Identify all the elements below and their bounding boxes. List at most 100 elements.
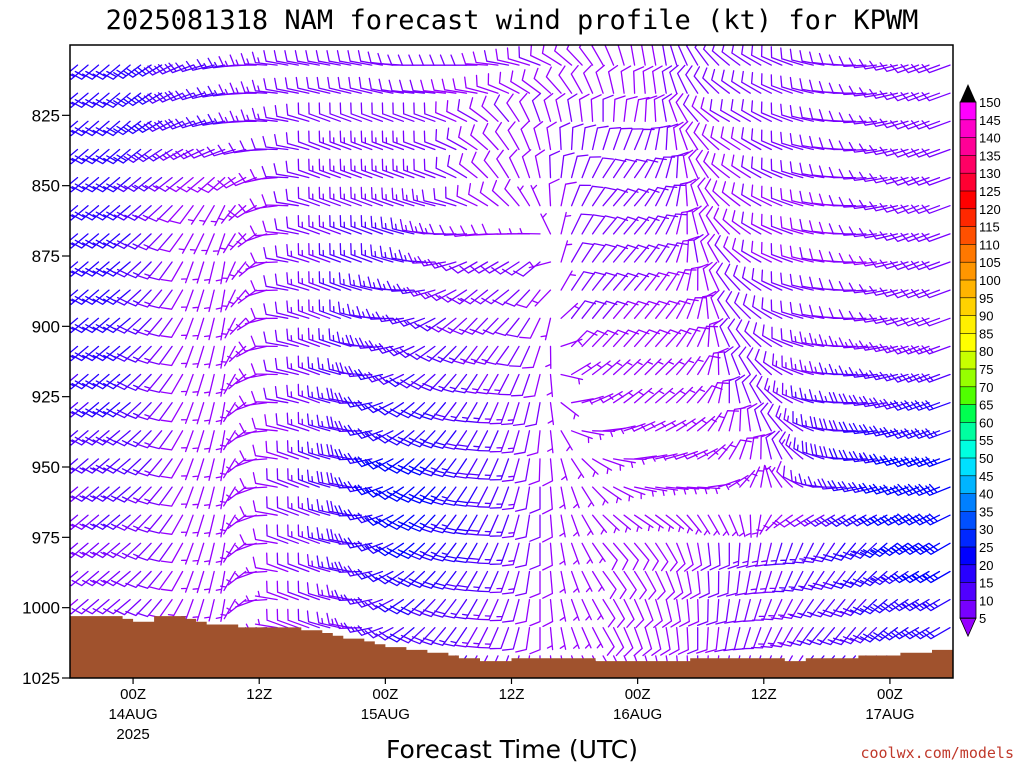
- wind-barb: [276, 524, 299, 544]
- wind-barb: [203, 289, 215, 313]
- wind-barb: [70, 261, 89, 277]
- wind-barb: [297, 214, 320, 235]
- wind-barb: [82, 120, 110, 137]
- wind-barb: [828, 307, 857, 319]
- wind-barb: [828, 223, 857, 235]
- wind-barb: [420, 486, 447, 505]
- wind-barb: [765, 430, 776, 460]
- wind-barb: [489, 514, 510, 537]
- wind-barb: [386, 486, 415, 502]
- wind-barb: [542, 514, 553, 543]
- wind-barb: [733, 264, 751, 291]
- wind-barb: [828, 392, 857, 404]
- wind-barb: [709, 99, 730, 122]
- wind-barb: [92, 317, 121, 334]
- wind-barb: [507, 121, 520, 151]
- wind-barb: [466, 458, 489, 480]
- wind-barb: [570, 514, 580, 537]
- wind-barb: [530, 184, 541, 207]
- wind-barb: [477, 542, 499, 565]
- wind-barb: [417, 317, 447, 332]
- wind-barb: [458, 125, 478, 151]
- wind-barb: [251, 417, 278, 432]
- wind-barb: [307, 327, 331, 348]
- wind-barb: [900, 345, 930, 355]
- wind-barb: [543, 92, 554, 122]
- wind-barb: [723, 236, 741, 263]
- wind-barb: [838, 55, 867, 67]
- wind-barb: [570, 486, 580, 509]
- wind-barb: [828, 110, 857, 122]
- wind-barb: [297, 102, 320, 122]
- wind-barb: [252, 472, 278, 488]
- wind-barb: [494, 121, 510, 151]
- wind-barb: [789, 329, 814, 348]
- wind-barb: [581, 514, 594, 536]
- wind-barb: [655, 214, 679, 235]
- wind-barb: [801, 440, 825, 460]
- wind-barb: [388, 79, 415, 94]
- wind-barb: [354, 337, 384, 349]
- wind-barb: [70, 598, 89, 615]
- wind-barb: [514, 458, 531, 484]
- wind-barb: [679, 120, 689, 151]
- wind-barb: [760, 185, 783, 207]
- wind-barb: [454, 570, 478, 592]
- wind-barb: [760, 129, 783, 151]
- wind-barb: [686, 45, 699, 66]
- wind-barb: [762, 570, 783, 593]
- wind-barb: [644, 215, 670, 235]
- wind-barb: [644, 420, 667, 432]
- wind-barb: [501, 458, 520, 482]
- wind-barb: [698, 570, 710, 599]
- wind-barb: [464, 76, 489, 94]
- wind-barb: [82, 570, 110, 587]
- wind-barb: [921, 428, 951, 439]
- wind-barb: [215, 345, 226, 369]
- wind-barb: [306, 469, 331, 488]
- wind-barb: [661, 93, 673, 122]
- wind-barb: [263, 275, 289, 291]
- wind-barb: [921, 92, 951, 102]
- wind-barb: [780, 272, 804, 291]
- credit-text[interactable]: coolwx.com/models: [860, 744, 1014, 762]
- wind-barb: [514, 542, 531, 569]
- wind-barb: [640, 45, 646, 66]
- wind-barb: [697, 514, 711, 536]
- wind-barb: [751, 627, 772, 649]
- wind-barb: [437, 261, 468, 272]
- colorbar-swatch: [960, 582, 976, 601]
- wind-barb: [306, 441, 331, 460]
- wind-barb: [82, 430, 110, 446]
- wind-barb: [70, 120, 89, 137]
- wind-barb: [879, 315, 909, 326]
- wind-barb: [71, 514, 100, 530]
- colorbar-swatch: [960, 333, 976, 352]
- wind-barb: [448, 261, 478, 274]
- wind-barb: [744, 320, 762, 348]
- x-tick-label: 00Z: [120, 686, 146, 703]
- wind-barb: [513, 261, 541, 277]
- wind-barb: [125, 289, 152, 307]
- wind-barb: [360, 214, 384, 235]
- wind-barb: [570, 398, 594, 405]
- wind-barb: [858, 368, 888, 380]
- wind-barb: [515, 289, 541, 309]
- wind-barb: [789, 245, 814, 263]
- wind-barb: [827, 480, 857, 492]
- wind-barb: [690, 177, 700, 207]
- wind-barb: [446, 100, 468, 122]
- wind-barb: [828, 82, 857, 94]
- wind-barb: [665, 154, 684, 179]
- wind-barb: [780, 47, 804, 66]
- wind-barb: [715, 598, 730, 625]
- wind-barb: [838, 196, 867, 208]
- wind-barb: [180, 261, 194, 284]
- wind-barb: [520, 120, 531, 151]
- wind-barb: [286, 384, 310, 404]
- wind-barb: [555, 93, 566, 122]
- wind-barb: [266, 608, 289, 629]
- wind-barb: [316, 442, 341, 460]
- wind-barb: [921, 232, 951, 243]
- wind-barb: [407, 252, 436, 264]
